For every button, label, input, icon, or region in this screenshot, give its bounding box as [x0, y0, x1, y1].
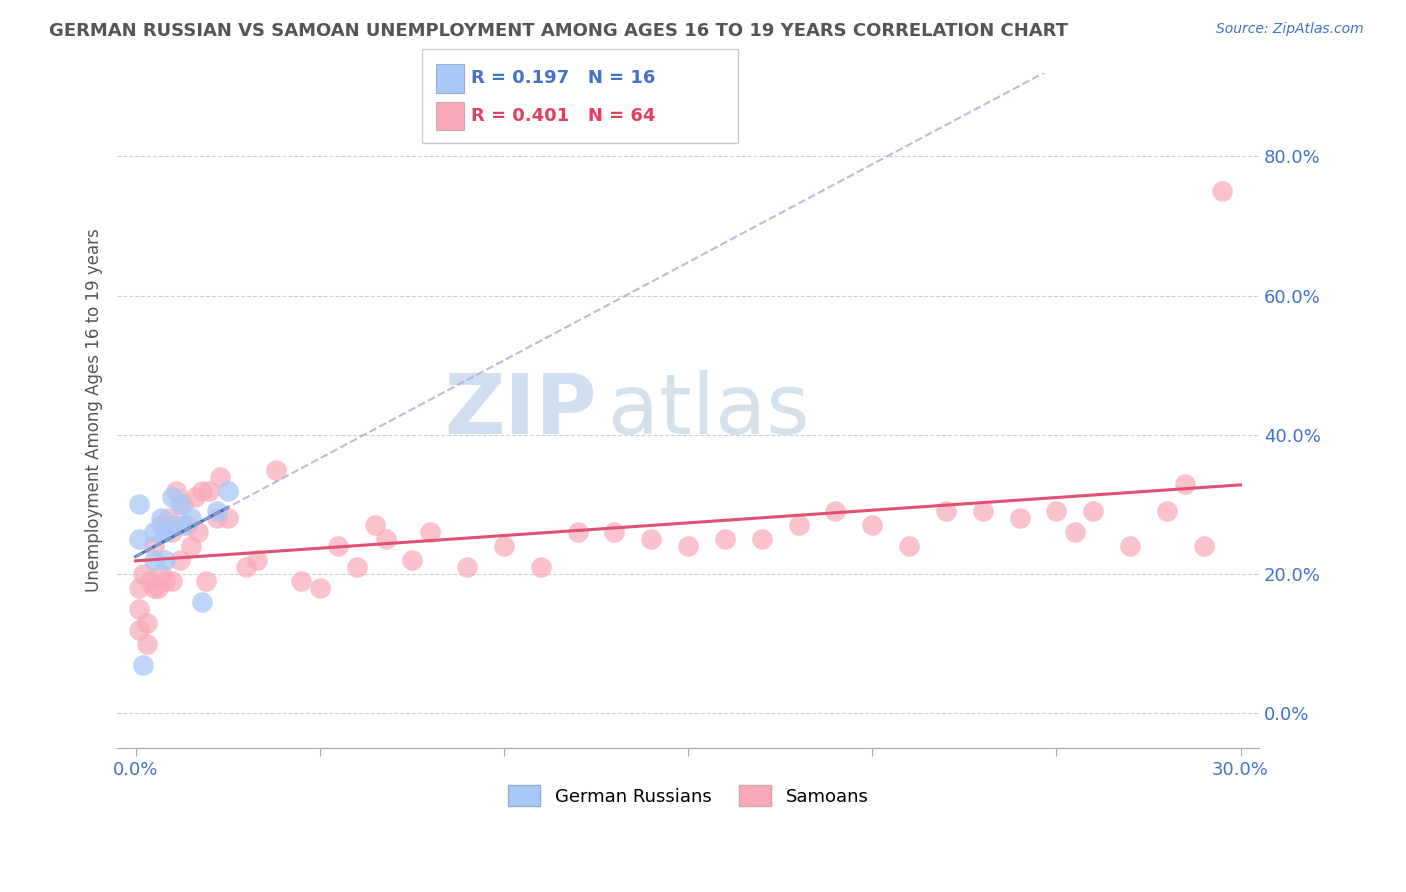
- Point: [264, 463, 287, 477]
- Point: [143, 539, 166, 553]
- Point: [205, 504, 228, 518]
- Point: [146, 581, 169, 595]
- Point: [165, 483, 187, 498]
- Point: [640, 533, 662, 547]
- Point: [135, 637, 157, 651]
- Point: [150, 518, 173, 533]
- Point: [187, 525, 209, 540]
- Point: [898, 539, 921, 553]
- Point: [162, 491, 184, 505]
- Text: R = 0.197   N = 16: R = 0.197 N = 16: [471, 70, 655, 87]
- Point: [1045, 504, 1067, 518]
- Text: R = 0.401   N = 64: R = 0.401 N = 64: [471, 107, 655, 125]
- Point: [1211, 184, 1233, 198]
- Point: [128, 602, 150, 616]
- Point: [1063, 525, 1085, 540]
- Point: [567, 525, 589, 540]
- Point: [143, 581, 166, 595]
- Point: [205, 511, 228, 525]
- Point: [209, 469, 232, 483]
- Point: [132, 567, 155, 582]
- Y-axis label: Unemployment Among Ages 16 to 19 years: Unemployment Among Ages 16 to 19 years: [86, 228, 103, 592]
- Point: [972, 504, 994, 518]
- Point: [346, 560, 368, 574]
- Point: [183, 491, 205, 505]
- Point: [128, 581, 150, 595]
- Text: Source: ZipAtlas.com: Source: ZipAtlas.com: [1216, 22, 1364, 37]
- Point: [135, 615, 157, 630]
- Point: [173, 498, 195, 512]
- Point: [787, 518, 810, 533]
- Text: atlas: atlas: [609, 370, 810, 451]
- Point: [157, 511, 180, 525]
- Point: [150, 567, 173, 582]
- Point: [1192, 539, 1215, 553]
- Legend: German Russians, Samoans: German Russians, Samoans: [501, 778, 876, 814]
- Point: [128, 533, 150, 547]
- Point: [603, 525, 626, 540]
- Point: [1156, 504, 1178, 518]
- Point: [714, 533, 737, 547]
- Point: [1174, 476, 1197, 491]
- Point: [139, 574, 162, 588]
- Point: [751, 533, 773, 547]
- Point: [153, 525, 176, 540]
- Point: [375, 533, 398, 547]
- Point: [153, 553, 176, 567]
- Point: [456, 560, 478, 574]
- Point: [1008, 511, 1031, 525]
- Point: [1119, 539, 1142, 553]
- Point: [143, 525, 166, 540]
- Point: [935, 504, 957, 518]
- Point: [530, 560, 553, 574]
- Point: [143, 553, 166, 567]
- Point: [246, 553, 269, 567]
- Point: [235, 560, 257, 574]
- Point: [191, 595, 214, 609]
- Point: [401, 553, 423, 567]
- Point: [328, 539, 350, 553]
- Point: [290, 574, 312, 588]
- Point: [128, 623, 150, 637]
- Point: [364, 518, 387, 533]
- Point: [194, 574, 217, 588]
- Point: [153, 574, 176, 588]
- Point: [150, 511, 173, 525]
- Point: [180, 511, 202, 525]
- Point: [132, 657, 155, 672]
- Point: [162, 518, 184, 533]
- Point: [824, 504, 846, 518]
- Point: [169, 553, 191, 567]
- Point: [198, 483, 221, 498]
- Point: [191, 483, 214, 498]
- Point: [162, 525, 184, 540]
- Point: [173, 518, 195, 533]
- Text: GERMAN RUSSIAN VS SAMOAN UNEMPLOYMENT AMONG AGES 16 TO 19 YEARS CORRELATION CHAR: GERMAN RUSSIAN VS SAMOAN UNEMPLOYMENT AM…: [49, 22, 1069, 40]
- Point: [180, 539, 202, 553]
- Point: [492, 539, 515, 553]
- Point: [419, 525, 441, 540]
- Point: [176, 518, 198, 533]
- Point: [169, 498, 191, 512]
- Point: [217, 483, 239, 498]
- Point: [1083, 504, 1105, 518]
- Text: ZIP: ZIP: [444, 370, 596, 451]
- Point: [676, 539, 699, 553]
- Point: [128, 498, 150, 512]
- Point: [217, 511, 239, 525]
- Point: [860, 518, 883, 533]
- Point: [162, 574, 184, 588]
- Point: [308, 581, 330, 595]
